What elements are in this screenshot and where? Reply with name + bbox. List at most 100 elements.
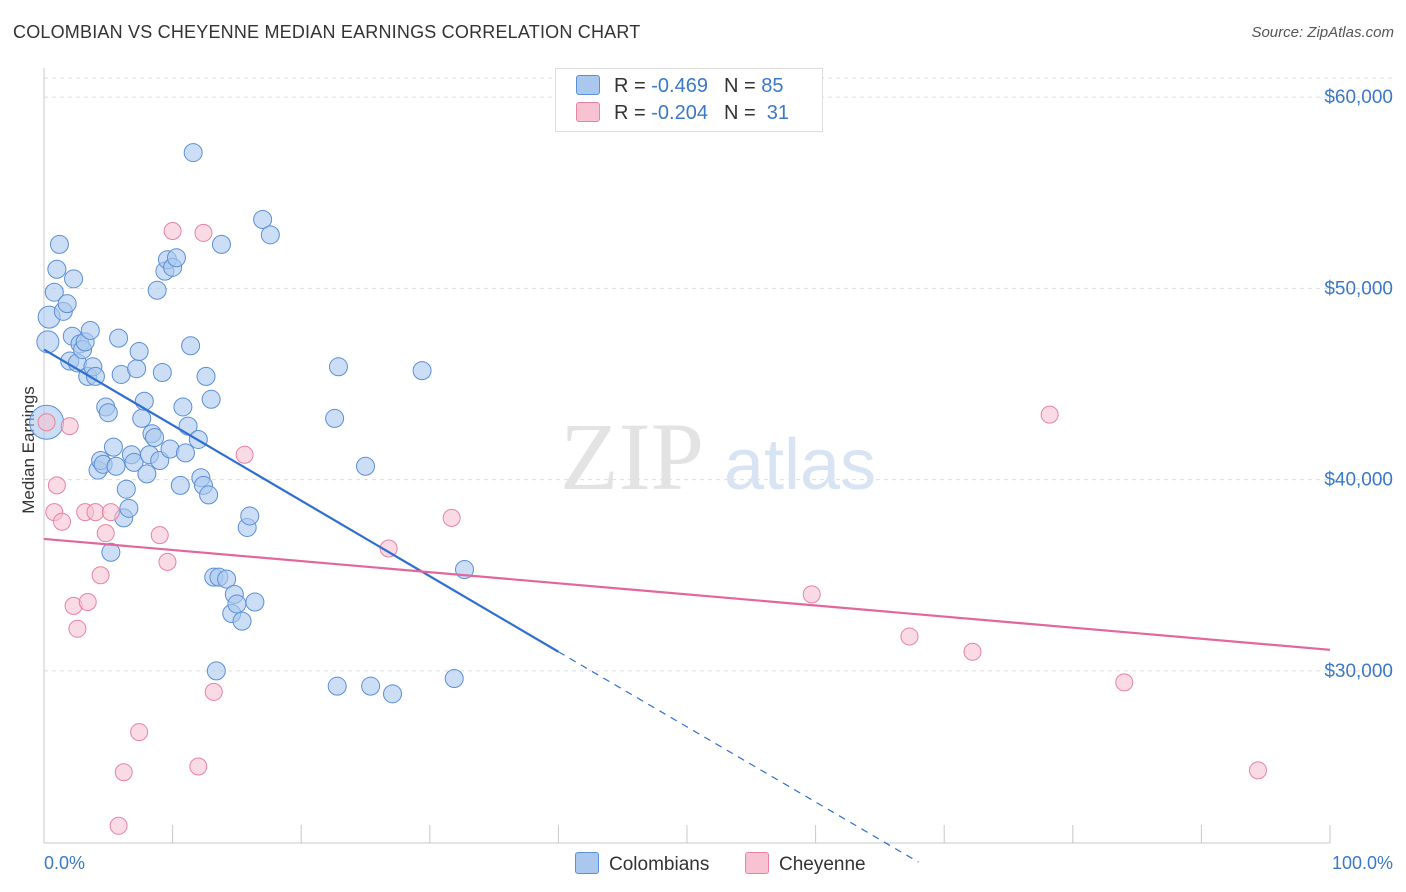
colombians-trend-line (43, 348, 559, 653)
colombians-point (183, 143, 203, 163)
colombians-point (201, 389, 221, 409)
colombians-point (57, 294, 77, 314)
colombians-point (127, 359, 147, 379)
colombians-point (98, 403, 118, 423)
cheyenne-point (963, 642, 982, 661)
colombians-point (260, 225, 280, 245)
y-tick-label: $30,000 (1324, 661, 1393, 682)
watermark-atlas: atlas (724, 425, 876, 505)
legend-n-value: 85 (761, 75, 784, 97)
colombians-point (103, 437, 123, 457)
watermark: ZIP atlas (560, 403, 876, 510)
colombians-point (152, 363, 172, 383)
cheyenne-point (1115, 673, 1134, 692)
x-tick-label-left: 0.0% (44, 853, 85, 873)
cheyenne-point (194, 223, 213, 242)
cheyenne-trend-line (43, 537, 1331, 651)
colombians-point (119, 498, 139, 518)
colombians-point (85, 366, 105, 386)
colombians-point (361, 676, 381, 696)
colombians-point (116, 479, 136, 499)
cheyenne-points (37, 222, 1267, 835)
cheyenne-point (86, 503, 105, 522)
colombians-point (173, 397, 193, 417)
cheyenne-point (158, 552, 177, 571)
cheyenne-point (235, 445, 254, 464)
cheyenne-point (101, 503, 120, 522)
colombians-point (199, 485, 219, 505)
axes (43, 68, 1331, 844)
colombians-point (327, 676, 347, 696)
colombians-point (132, 408, 152, 428)
cheyenne-point (78, 593, 97, 612)
cheyenne-point (37, 413, 56, 432)
legend-r-value: -0.469 (651, 75, 708, 97)
colombians-point (328, 357, 348, 377)
colombians-point (147, 280, 167, 300)
cheyenne-point (189, 757, 208, 776)
legend-row-colombians: R = -0.469 N = 85 (576, 75, 783, 99)
y-tick-label: $60,000 (1324, 87, 1393, 108)
colombians-point (206, 661, 226, 681)
bottom-legend-label: Colombians (609, 854, 710, 875)
x-tick-label-right: 100.0% (1332, 853, 1393, 873)
cheyenne-point (109, 816, 128, 835)
colombians-point (101, 542, 121, 562)
cheyenne-point (442, 508, 461, 527)
colombians-point (245, 592, 265, 612)
colombians-point (124, 452, 144, 472)
bottom-legend-cheyenne: Cheyenne (745, 852, 866, 876)
colombians-point (175, 443, 195, 463)
bottom-legend-swatch-pink (745, 852, 769, 874)
y-tick-labels: $30,000 $40,000 $50,000 $60,000 (1324, 87, 1393, 682)
colombians-point (47, 259, 67, 279)
cheyenne-point (96, 524, 115, 543)
legend-n-value: 31 (766, 102, 790, 124)
colombians-point (211, 234, 231, 254)
colombians-point (129, 341, 149, 361)
watermark-zip: ZIP (560, 403, 704, 510)
bottom-legend-label: Cheyenne (779, 854, 866, 875)
cheyenne-point (1248, 761, 1267, 780)
colombians-point (253, 210, 273, 230)
legend-n-label: N = (723, 102, 756, 124)
colombians-point (166, 248, 186, 268)
cheyenne-point (204, 682, 223, 701)
legend-r-label: R = (614, 102, 646, 124)
source-label: Source: ZipAtlas.com (1251, 24, 1394, 41)
legend-swatch-pink (576, 102, 600, 122)
bottom-legend-swatch-blue (575, 852, 599, 874)
gridlines (44, 77, 1393, 672)
colombians-point (217, 569, 237, 589)
colombians-point (137, 464, 157, 484)
colombians-point (106, 456, 126, 476)
colombians-point (227, 594, 247, 614)
cheyenne-point (1040, 405, 1059, 424)
colombians-point (240, 506, 260, 526)
colombians-point (64, 269, 84, 289)
cheyenne-point (379, 539, 398, 558)
legend-row-cheyenne: R = -0.204 N = 31 (576, 102, 789, 126)
colombians-point (356, 456, 375, 476)
cheyenne-point (163, 222, 182, 240)
bottom-legend-colombians: Colombians (575, 852, 709, 876)
colombians-point (36, 330, 60, 354)
stats-legend: R = -0.469 N = 85 R = -0.204 N = 31 (555, 68, 823, 132)
y-tick-label: $40,000 (1324, 470, 1393, 491)
cheyenne-point (114, 763, 133, 782)
cheyenne-point (68, 619, 87, 638)
y-tick-label: $50,000 (1324, 278, 1393, 299)
colombians-point (196, 366, 216, 386)
cheyenne-point (130, 723, 149, 742)
colombians-point (181, 336, 201, 356)
legend-r-value: -0.204 (651, 102, 708, 124)
cheyenne-point (47, 476, 66, 495)
colombians-point (109, 328, 129, 348)
colombians-point (412, 361, 432, 381)
cheyenne-point (91, 566, 110, 585)
cheyenne-point (900, 627, 919, 646)
colombians-point (49, 234, 69, 254)
cheyenne-point (802, 585, 821, 604)
cheyenne-point (150, 526, 169, 545)
colombians-point (145, 428, 165, 448)
